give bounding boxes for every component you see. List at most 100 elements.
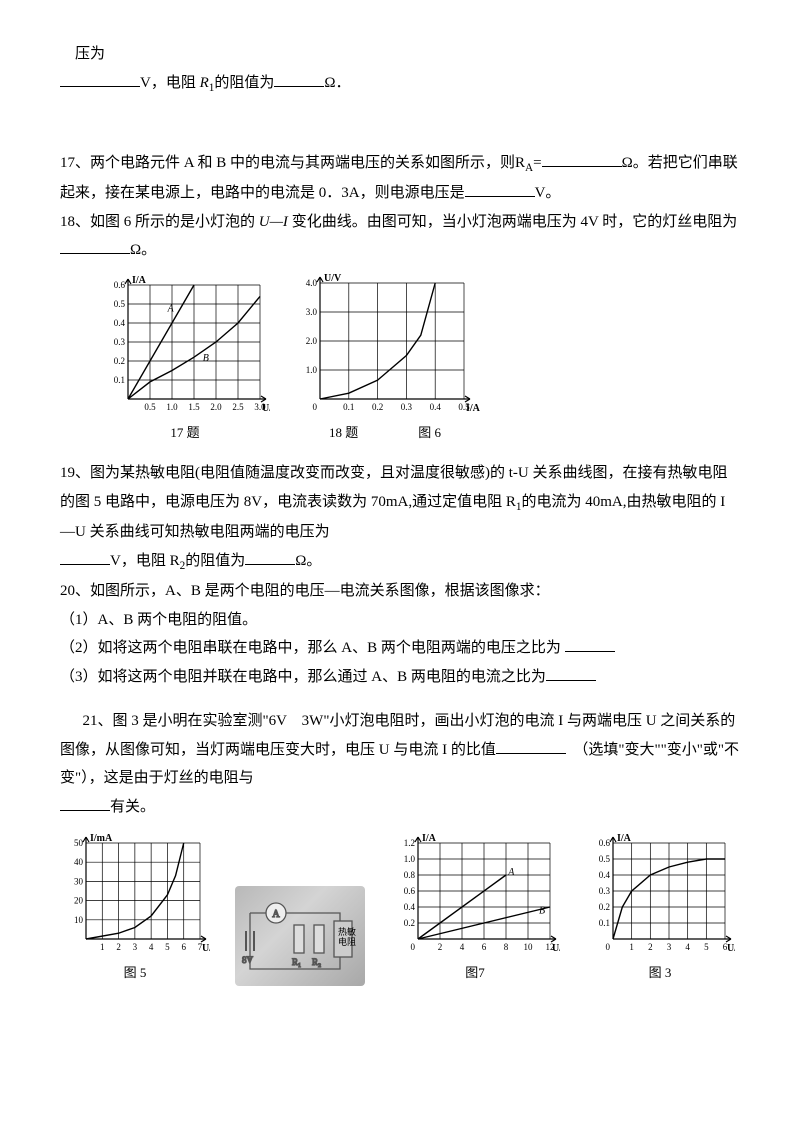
blank-v17 (465, 181, 535, 197)
fig5-caption: 图 5 (124, 961, 147, 986)
svg-text:0.4: 0.4 (430, 402, 442, 412)
fig5-chart: 12345671020304050I/mAU/V (60, 829, 210, 959)
svg-text:2.0: 2.0 (210, 402, 222, 412)
svg-text:0.1: 0.1 (343, 402, 354, 412)
svg-text:6: 6 (482, 942, 487, 952)
q19: 19、图为某热敏电阻(电阻值随温度改变而改变，且对温度很敏感)的 t-U 关系曲… (60, 459, 740, 546)
q17-ta: 17、两个电路元件 A 和 B 中的电流与其两端电压的关系如图所示，则R (60, 155, 525, 171)
svg-text:0.6: 0.6 (114, 280, 126, 290)
q19-te: Ω。 (295, 553, 321, 569)
q18-tb: 变化曲线。由图可知，当小灯泡两端电压为 4V 时，它的灯丝电阻为 (292, 214, 738, 230)
blank-ohm19 (245, 549, 295, 565)
svg-text:10: 10 (74, 915, 84, 925)
r2-label: R₂ (312, 957, 321, 967)
svg-text:3: 3 (133, 942, 138, 952)
svg-text:2.5: 2.5 (232, 402, 244, 412)
svg-text:2.0: 2.0 (306, 336, 318, 346)
svg-text:0.4: 0.4 (404, 902, 416, 912)
svg-text:1.0: 1.0 (306, 365, 318, 375)
fig7-box: 246810120.20.40.60.81.01.20I/AU/VAB 图7 (390, 829, 560, 986)
q18-ta: 18、如图 6 所示的是小灯泡的 (60, 214, 259, 230)
svg-text:40: 40 (74, 857, 84, 867)
blank-21a (496, 738, 566, 754)
fig17-caption: 17 题 (170, 421, 199, 446)
thermistor-label2: 电阻 (338, 936, 356, 947)
q16-t2: 的阻值为 (214, 75, 274, 91)
q17-tb: = (533, 155, 541, 171)
blank-20-3 (546, 665, 596, 681)
svg-text:3: 3 (667, 942, 672, 952)
blank-ra (542, 151, 622, 167)
q19-tc: V，电阻 R (110, 553, 180, 569)
svg-text:1.5: 1.5 (188, 402, 200, 412)
q21: 21、图 3 是小明在实验室测"6V 3W"小灯泡电阻时，画出小灯泡的电流 I … (60, 707, 740, 821)
fig18-cap-l: 18 题 (329, 421, 358, 446)
q18-ui: U—I (259, 214, 288, 230)
svg-text:A: A (167, 303, 175, 314)
fig17-chart: 0.51.01.52.02.53.00.10.20.30.40.50.6I/AU… (100, 269, 270, 419)
svg-text:0.2: 0.2 (372, 402, 383, 412)
q18: 18、如图 6 所示的是小灯泡的 U—I 变化曲线。由图可知，当小灯泡两端电压为… (60, 208, 740, 265)
blank-20-2 (565, 636, 615, 652)
q20-l3t: （2）如将这两个电阻串联在电路中，那么 A、B 两个电阻两端的电压之比为 (60, 640, 565, 656)
svg-text:I/A: I/A (617, 833, 632, 844)
thermistor-label: 热敏 (338, 926, 356, 937)
ammeter-label: A (272, 909, 280, 920)
svg-text:0: 0 (313, 402, 318, 412)
svg-text:8: 8 (504, 942, 509, 952)
svg-text:0.6: 0.6 (404, 886, 416, 896)
q19-td: 的阻值为 (185, 553, 245, 569)
fig7-caption: 图7 (465, 961, 485, 986)
fig3-caption: 图 3 (649, 961, 672, 986)
fig18-cap-r: 图 6 (418, 421, 441, 446)
svg-text:0.3: 0.3 (114, 337, 126, 347)
q17: 17、两个电路元件 A 和 B 中的电流与其两端电压的关系如图所示，则RA=Ω。… (60, 149, 740, 208)
q16-line1: 压为 (60, 40, 740, 69)
blank-21b (60, 795, 110, 811)
q20-l4: （3）如将这两个电阻并联在电路中，那么通过 A、B 两电阻的电流之比为 (60, 663, 740, 692)
q18-tc: Ω。 (130, 242, 156, 258)
fig-row-2: 12345671020304050I/mAU/V 图 5 A 8V R₁ R₂ … (60, 829, 740, 986)
svg-text:4.0: 4.0 (306, 278, 318, 288)
blank-voltage (60, 71, 140, 87)
svg-text:U/V: U/V (202, 943, 210, 954)
svg-text:B: B (539, 906, 545, 917)
svg-text:0: 0 (606, 942, 611, 952)
fig7-chart: 246810120.20.40.60.81.01.20I/AU/VAB (390, 829, 560, 959)
svg-text:I/A: I/A (466, 403, 480, 414)
svg-text:I/A: I/A (132, 275, 147, 286)
svg-text:10: 10 (524, 942, 534, 952)
svg-text:U/V: U/V (262, 403, 270, 414)
q20-l3: （2）如将这两个电阻串联在电路中，那么 A、B 两个电阻两端的电压之比为 (60, 634, 740, 663)
q19-line2: V，电阻 R2的阻值为Ω。 (60, 547, 740, 577)
q16-t1: V，电阻 (140, 75, 200, 91)
q16-var: R (200, 75, 209, 91)
r1-label: R₁ (292, 957, 301, 967)
fig18-chart: 0.10.20.30.40.51.02.03.04.00U/VI/A (290, 269, 480, 419)
q17-td: V。 (535, 185, 561, 201)
svg-text:4: 4 (685, 942, 690, 952)
svg-text:I/mA: I/mA (90, 833, 113, 844)
svg-text:5: 5 (165, 942, 170, 952)
blank-ohm18 (60, 238, 130, 254)
q17-sub: A (525, 162, 533, 174)
svg-text:20: 20 (74, 896, 84, 906)
circuit-photo: A 8V R₁ R₂ 热敏 电阻 (235, 886, 365, 986)
fig5-box: 12345671020304050I/mAU/V 图 5 (60, 829, 210, 986)
svg-text:2: 2 (438, 942, 443, 952)
svg-text:U/V: U/V (324, 273, 342, 284)
svg-text:0.4: 0.4 (114, 318, 126, 328)
blank-v19 (60, 549, 110, 565)
svg-text:4: 4 (149, 942, 154, 952)
svg-text:1: 1 (100, 942, 105, 952)
svg-text:B: B (203, 353, 209, 364)
svg-text:6: 6 (181, 942, 186, 952)
svg-text:U/V: U/V (727, 943, 735, 954)
svg-text:0.8: 0.8 (404, 870, 416, 880)
svg-text:30: 30 (74, 877, 84, 887)
svg-text:4: 4 (460, 942, 465, 952)
q16-unit: Ω． (324, 75, 350, 91)
svg-text:1.0: 1.0 (404, 854, 416, 864)
svg-text:0.1: 0.1 (114, 375, 125, 385)
svg-text:2: 2 (116, 942, 121, 952)
